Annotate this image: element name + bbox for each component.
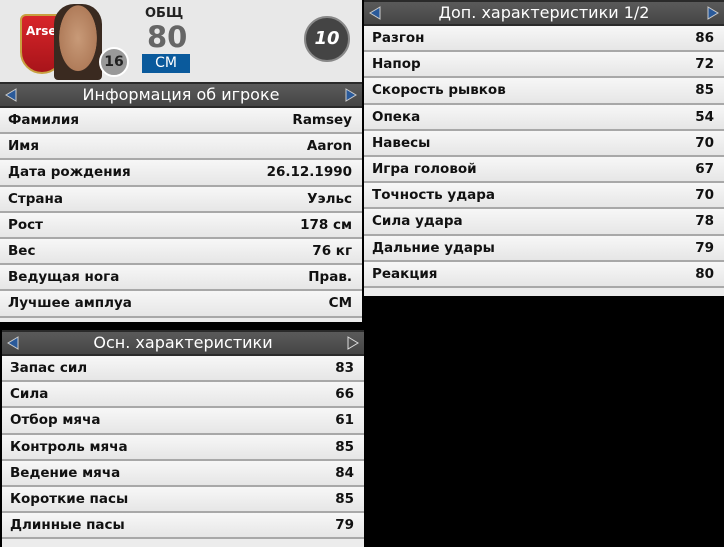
main-stats-header: Осн. характеристики (2, 330, 364, 356)
stat-row[interactable]: Длинные пасы 79 (2, 513, 364, 540)
row-value: 66 (335, 386, 354, 403)
row-value: 67 (695, 161, 714, 178)
row-value: Уэльс (307, 190, 352, 207)
row-label: Точность удара (372, 187, 496, 204)
row-label: Дальние удары (372, 239, 495, 256)
overall-label: ОБЩ (145, 6, 184, 21)
row-value: 79 (695, 239, 714, 256)
stat-row[interactable]: Фамилия Ramsey (0, 108, 362, 135)
extra-stats-panel: Доп. характеристики 1/2 Разгон 86 Напор 72 С… (364, 0, 724, 296)
row-value: 76 кг (312, 243, 352, 260)
stat-row[interactable]: Сила удара 78 (364, 209, 724, 236)
stat-row[interactable]: Запас сил 83 (2, 356, 364, 383)
row-value: 83 (335, 360, 354, 377)
stat-row[interactable]: Дальние удары 79 (364, 235, 724, 262)
row-value: 26.12.1990 (266, 164, 352, 181)
row-value: 85 (335, 438, 354, 455)
row-label: Контроль мяча (10, 438, 128, 455)
next-arrow-icon[interactable] (346, 336, 360, 350)
stat-row[interactable]: Игра головой 67 (364, 156, 724, 184)
stat-row[interactable]: Имя Aaron (0, 134, 362, 161)
row-value: 70 (695, 134, 714, 151)
stat-row[interactable]: Страна Уэльс (0, 186, 362, 213)
row-value: Ramsey (292, 112, 352, 129)
row-label: Ведущая нога (8, 269, 120, 286)
row-label: Опека (372, 108, 421, 125)
row-value: 79 (335, 517, 354, 534)
row-value: 54 (695, 108, 714, 125)
stat-row[interactable]: Лучшее амплуа CM (0, 291, 362, 318)
row-value: 84 (335, 464, 354, 481)
extra-stats-header: Доп. характеристики 1/2 (364, 0, 724, 26)
row-label: Страна (8, 190, 63, 207)
squad-number-badge: 16 (99, 47, 129, 77)
row-label: Короткие пасы (10, 491, 129, 508)
prev-arrow-icon[interactable] (6, 336, 20, 350)
next-arrow-icon[interactable] (706, 6, 720, 20)
row-value: 178 см (300, 216, 352, 233)
player-info-panel: Информация об игроке Фамилия Ramsey Имя Aar… (0, 82, 362, 322)
player-photo (54, 4, 102, 80)
info-panel-header: Информация об игроке (0, 82, 362, 108)
stat-row[interactable]: Ведение мяча 84 (2, 460, 364, 487)
row-label: Дата рождения (8, 164, 131, 181)
extra-stats-title: Доп. характеристики 1/2 (438, 3, 650, 22)
row-value: Прав. (308, 269, 352, 286)
row-label: Длинные пасы (10, 517, 125, 534)
stat-row[interactable]: Точность удара 70 (364, 183, 724, 210)
main-stats-panel: Осн. характеристики Запас сил 83 Сила 66 Отб… (2, 330, 364, 547)
main-stats-title: Осн. характеристики (93, 333, 273, 352)
info-panel-title: Информация об игроке (82, 85, 280, 104)
row-value: 61 (335, 412, 354, 429)
stat-row[interactable]: Опека 54 (364, 104, 724, 131)
next-arrow-icon[interactable] (344, 88, 358, 102)
stat-row[interactable]: Навесы 70 (364, 130, 724, 157)
prev-arrow-icon[interactable] (4, 88, 18, 102)
row-value: 72 (695, 56, 714, 73)
stat-row[interactable]: Вес 76 кг (0, 238, 362, 266)
row-label: Сила (10, 386, 49, 403)
overall-rating: 80 (147, 20, 188, 54)
row-label: Игра головой (372, 161, 477, 178)
prev-arrow-icon[interactable] (368, 6, 382, 20)
row-value: 86 (695, 30, 714, 47)
row-label: Запас сил (10, 360, 88, 377)
row-label: Напор (372, 56, 421, 73)
row-label: Вес (8, 243, 36, 260)
stat-row[interactable]: Ведущая нога Прав. (0, 265, 362, 292)
row-value: 85 (335, 491, 354, 508)
row-value: 85 (695, 82, 714, 99)
row-label: Ведение мяча (10, 464, 121, 481)
position-badge: CM (142, 54, 190, 73)
stat-row[interactable]: Контроль мяча 85 (2, 434, 364, 461)
shirt-number-icon: 10 (304, 16, 350, 62)
stat-row[interactable]: Разгон 86 (364, 26, 724, 53)
row-value: CM (328, 295, 352, 312)
stat-row[interactable]: Сила 66 (2, 382, 364, 409)
stat-row[interactable]: Рост 178 см (0, 212, 362, 239)
stat-row[interactable]: Дата рождения 26.12.1990 (0, 160, 362, 187)
stat-row[interactable]: Скорость рывков 85 (364, 78, 724, 105)
row-label: Реакция (372, 265, 438, 282)
row-label: Сила удара (372, 213, 463, 230)
row-label: Имя (8, 138, 40, 155)
row-value: 80 (695, 265, 714, 282)
stat-row[interactable]: Короткие пасы 85 (2, 486, 364, 514)
row-value: 78 (695, 213, 714, 230)
stat-row[interactable]: Напор 72 (364, 52, 724, 79)
player-card: Arse 16 ОБЩ 80 CM 10 (0, 0, 362, 82)
row-label: Отбор мяча (10, 412, 101, 429)
row-label: Навесы (372, 134, 431, 151)
stat-row[interactable]: Отбор мяча 61 (2, 408, 364, 435)
row-label: Фамилия (8, 112, 80, 129)
row-label: Разгон (372, 30, 425, 47)
row-label: Лучшее амплуа (8, 295, 132, 312)
row-value: 70 (695, 187, 714, 204)
stat-row[interactable]: Реакция 80 (364, 261, 724, 288)
row-label: Рост (8, 216, 43, 233)
row-label: Скорость рывков (372, 82, 506, 99)
row-value: Aaron (306, 138, 352, 155)
